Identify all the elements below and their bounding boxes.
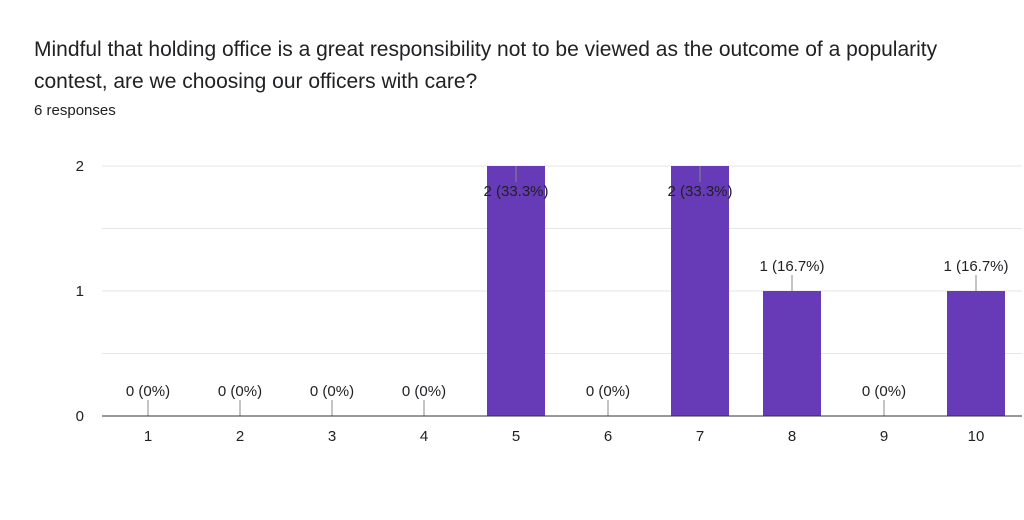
question-title: Mindful that holding office is a great r… bbox=[34, 38, 938, 93]
data-label: 0 (0%) bbox=[862, 383, 906, 400]
x-tick-label: 8 bbox=[788, 428, 796, 445]
data-label: 0 (0%) bbox=[402, 383, 446, 400]
x-tick-label: 4 bbox=[420, 428, 428, 445]
x-tick-label: 1 bbox=[144, 428, 152, 445]
data-label: 0 (0%) bbox=[126, 383, 170, 400]
x-tick-label: 5 bbox=[512, 428, 520, 445]
data-label: 2 (33.3%) bbox=[667, 183, 732, 200]
x-tick-label: 10 bbox=[968, 428, 985, 445]
data-label: 1 (16.7%) bbox=[943, 258, 1008, 275]
x-tick-label: 3 bbox=[328, 428, 336, 445]
data-label: 0 (0%) bbox=[218, 383, 262, 400]
data-label: 1 (16.7%) bbox=[759, 258, 824, 275]
bar bbox=[671, 166, 729, 416]
x-tick-label: 6 bbox=[604, 428, 612, 445]
bar bbox=[763, 291, 821, 416]
y-tick-label: 0 bbox=[76, 408, 84, 425]
data-label: 2 (33.3%) bbox=[483, 183, 548, 200]
x-tick-label: 9 bbox=[880, 428, 888, 445]
bar bbox=[487, 166, 545, 416]
x-tick-label: 2 bbox=[236, 428, 244, 445]
x-tick-label: 7 bbox=[696, 428, 704, 445]
data-label: 0 (0%) bbox=[586, 383, 630, 400]
y-tick-label: 2 bbox=[76, 158, 84, 175]
response-count: 6 responses bbox=[34, 102, 116, 119]
data-label: 0 (0%) bbox=[310, 383, 354, 400]
y-tick-label: 1 bbox=[76, 283, 84, 300]
bar bbox=[947, 291, 1005, 416]
